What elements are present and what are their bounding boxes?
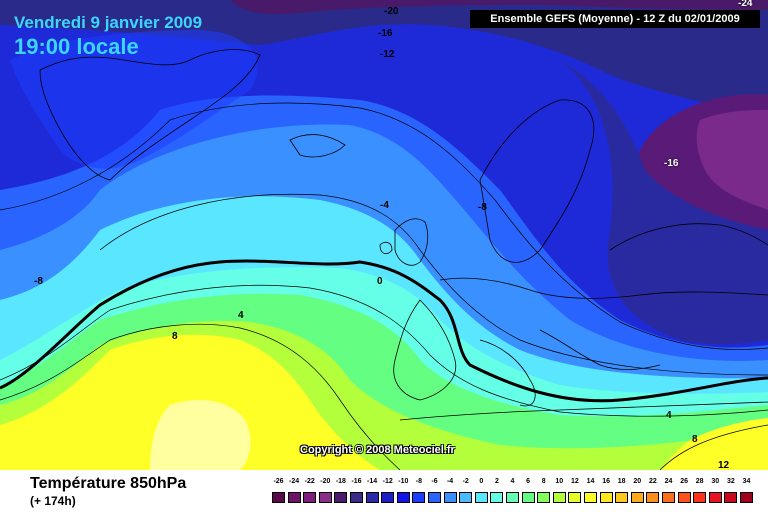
- legend-label: 6: [526, 478, 531, 485]
- legend-label: -26: [273, 478, 284, 485]
- legend-label: -8: [415, 478, 422, 485]
- lead-time: (+ 174h): [30, 494, 76, 508]
- legend-label: 28: [695, 478, 704, 485]
- legend-swatch: [365, 492, 379, 503]
- legend-swatch: [646, 492, 660, 503]
- legend-swatch: [303, 492, 317, 503]
- legend-label: -16: [351, 478, 362, 485]
- contour-label: 4: [238, 310, 244, 321]
- legend-label: 14: [586, 478, 595, 485]
- legend-swatch: [677, 492, 691, 503]
- legend-label: 34: [742, 478, 751, 485]
- legend-swatch: [287, 492, 301, 503]
- legend-swatch: [552, 492, 566, 503]
- legend-swatch: [662, 492, 675, 503]
- legend-label: 22: [648, 478, 657, 485]
- legend-swatch: [334, 492, 348, 503]
- temperature-map: -20 -16 -12 -4 -8 -8 0 4 8 -16 -24 4 8 1…: [0, 0, 768, 471]
- legend-swatch: [272, 492, 285, 503]
- legend-swatch: [474, 492, 488, 503]
- legend-label: 0: [479, 478, 484, 485]
- legend-swatch: [396, 492, 410, 503]
- zero-isotherm: [0, 259, 768, 403]
- legend-label: 32: [726, 478, 735, 485]
- legend-label: -14: [367, 478, 378, 485]
- legend-swatch: [428, 492, 441, 503]
- legend-swatch: [459, 492, 473, 503]
- legend-swatch: [568, 492, 582, 503]
- legend-swatch: [506, 492, 519, 503]
- legend-swatch: [412, 492, 426, 503]
- contour-label: -12: [380, 49, 395, 60]
- legend-label: 30: [711, 478, 720, 485]
- contour-label: 8: [692, 434, 698, 445]
- legend-label: -6: [431, 478, 438, 485]
- forecast-date: Vendredi 9 janvier 2009: [14, 13, 203, 32]
- legend-label: 10: [555, 478, 564, 485]
- contour-label: -16: [664, 158, 679, 169]
- legend-label: -2: [462, 478, 469, 485]
- legend-label: 16: [602, 478, 610, 485]
- legend-swatch: [521, 492, 535, 503]
- legend-swatch: [350, 492, 363, 503]
- map-footer: Température 850hPa (+ 174h) -26 -24 -22 -20…: [0, 470, 768, 512]
- legend-label: -24: [289, 478, 300, 485]
- legend-swatch: [615, 492, 629, 503]
- legend-swatch: [599, 492, 613, 503]
- legend-label: 8: [541, 478, 546, 485]
- contour-label: -20: [384, 6, 399, 17]
- color-scale-legend: -26 -24 -22 -20 -18 -16 -14 -12 -10 -8 -6 -4 -2 0 2 4 6 8…: [270, 478, 756, 506]
- legend-swatch: [630, 492, 644, 503]
- legend-label: 12: [570, 478, 579, 485]
- legend-label: -10: [398, 478, 409, 485]
- contour-label: 12: [718, 460, 730, 471]
- legend-label: 26: [680, 478, 688, 485]
- coastlines: [39, 49, 768, 421]
- legend-swatch: [740, 492, 753, 503]
- legend-swatch: [708, 492, 722, 503]
- isotherms: [0, 102, 768, 470]
- legend-label: 20: [633, 478, 642, 485]
- legend-swatch: [443, 492, 457, 503]
- model-run-label: Ensemble GEFS (Moyenne) - 12 Z du 02/01/…: [470, 10, 760, 28]
- variable-title: Température 850hPa: [30, 475, 187, 492]
- legend-label: -4: [446, 478, 454, 485]
- legend-label: 2: [494, 478, 499, 485]
- legend-swatch: [724, 492, 738, 503]
- contour-label: -16: [378, 28, 393, 39]
- legend-label: 18: [617, 478, 626, 485]
- temperature-field: [0, 0, 768, 470]
- legend-label: -20: [320, 478, 331, 485]
- legend-swatch: [693, 492, 707, 503]
- copyright-notice: Copyright © 2008 Meteociel.fr: [300, 444, 455, 456]
- legend-label: -12: [382, 478, 393, 485]
- forecast-time: 19:00 locale: [14, 34, 139, 59]
- legend-swatch: [318, 492, 332, 503]
- contour-label: -4: [380, 200, 389, 211]
- legend-label: -22: [304, 478, 315, 485]
- legend-swatch: [584, 492, 597, 503]
- contour-label: -8: [34, 276, 43, 287]
- legend-swatch: [490, 492, 504, 503]
- contour-label: 4: [666, 410, 672, 421]
- legend-swatch: [381, 492, 395, 503]
- legend-label: -18: [335, 478, 346, 485]
- legend-label: 24: [664, 478, 673, 485]
- contour-label: -24: [738, 0, 753, 9]
- legend-label: 4: [510, 478, 515, 485]
- contour-label: 8: [172, 331, 178, 342]
- contour-label: -8: [478, 202, 487, 213]
- contour-label: 0: [377, 276, 383, 287]
- legend-swatch: [537, 492, 551, 503]
